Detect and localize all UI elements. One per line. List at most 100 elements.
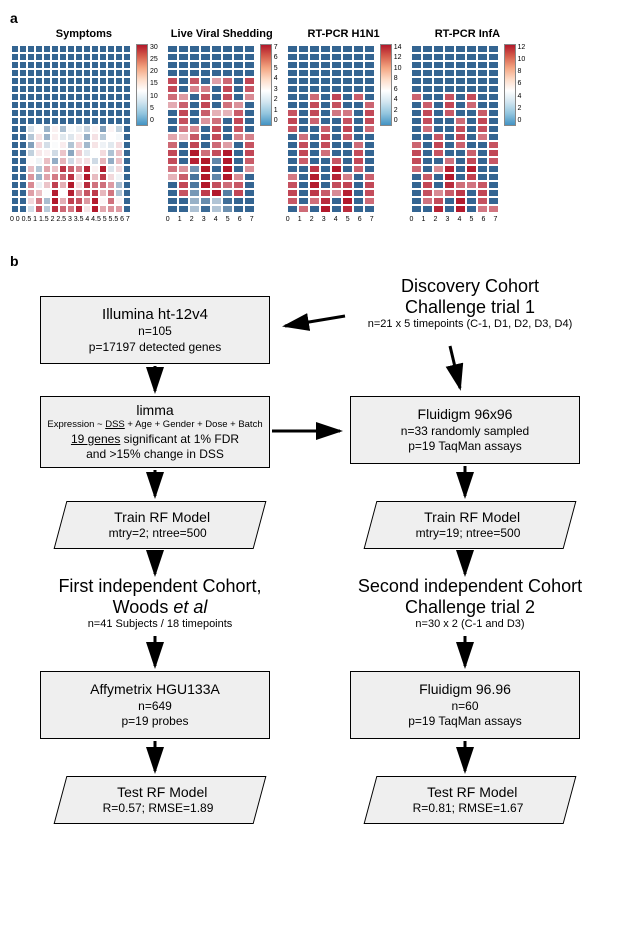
- heatmap-cell: [178, 53, 189, 61]
- heatmap-cell: [35, 93, 43, 101]
- heatmap-cell: [320, 77, 331, 85]
- heatmap-title: Live Viral Shedding: [171, 28, 273, 40]
- heatmap-cell: [211, 93, 222, 101]
- heatmap-cell: [19, 173, 27, 181]
- heatmap-cell: [11, 125, 19, 133]
- heatmap-cell: [123, 165, 131, 173]
- heatmap-cell: [222, 45, 233, 53]
- heatmap-cell: [455, 133, 466, 141]
- heatmap-title: RT-PCR InfA: [435, 28, 500, 40]
- heatmap-cell: [123, 133, 131, 141]
- heatmap-cell: [200, 157, 211, 165]
- heatmap-cell: [488, 93, 499, 101]
- heatmap-cell: [115, 101, 123, 109]
- heatmap-cell: [342, 45, 353, 53]
- heatmap-cell: [353, 133, 364, 141]
- heatmap-cell: [43, 165, 51, 173]
- heatmap-cell: [488, 69, 499, 77]
- heatmap-cell: [99, 133, 107, 141]
- heatmap-cell: [411, 93, 422, 101]
- heatmap-cell: [200, 133, 211, 141]
- heatmap-cell: [43, 101, 51, 109]
- heatmap-cell: [107, 101, 115, 109]
- heatmap-cell: [27, 165, 35, 173]
- heatmap-cell: [35, 117, 43, 125]
- heatmap-cell: [99, 205, 107, 213]
- heatmap-cell: [123, 141, 131, 149]
- heatmap-cell: [233, 117, 244, 125]
- heatmap-cell: [331, 165, 342, 173]
- heatmap-cell: [244, 165, 255, 173]
- heatmap-cell: [189, 61, 200, 69]
- heatmap-cell: [99, 125, 107, 133]
- heatmap-cell: [211, 61, 222, 69]
- heatmap-cell: [422, 85, 433, 93]
- heatmap-cell: [51, 85, 59, 93]
- heatmap-cell: [107, 165, 115, 173]
- heatmap-cell: [298, 61, 309, 69]
- heatmap-cell: [477, 133, 488, 141]
- heatmap-cell: [466, 189, 477, 197]
- heatmap-cell: [309, 205, 320, 213]
- heatmap-cell: [477, 181, 488, 189]
- heatmap-cell: [99, 197, 107, 205]
- heatmap-cell: [200, 69, 211, 77]
- heatmap-cell: [67, 85, 75, 93]
- heatmap-cell: [222, 117, 233, 125]
- heatmap-cell: [27, 69, 35, 77]
- heatmap-cell: [353, 101, 364, 109]
- heatmap-cell: [309, 125, 320, 133]
- heatmap-cell: [51, 157, 59, 165]
- heatmap-cell: [43, 85, 51, 93]
- heatmap-cell: [222, 109, 233, 117]
- heatmap-cell: [59, 189, 67, 197]
- heatmap-cell: [123, 101, 131, 109]
- heatmap-cell: [91, 173, 99, 181]
- heatmap-cell: [411, 85, 422, 93]
- heatmap-cell: [233, 101, 244, 109]
- heatmap-cell: [83, 173, 91, 181]
- heatmap-cell: [123, 45, 131, 53]
- heatmap-cell: [99, 157, 107, 165]
- heatmap-cell: [27, 93, 35, 101]
- heatmap-cell: [353, 165, 364, 173]
- heatmap-cell: [115, 149, 123, 157]
- heatmap-cell: [83, 53, 91, 61]
- heatmap-cell: [51, 133, 59, 141]
- colorbar: [260, 44, 272, 126]
- heatmap-cell: [200, 165, 211, 173]
- heatmap-cell: [444, 125, 455, 133]
- heatmap-cell: [222, 61, 233, 69]
- heatmap-cell: [353, 173, 364, 181]
- panel-b-label: b: [10, 253, 19, 269]
- heatmap-cell: [331, 141, 342, 149]
- heatmap-cell: [488, 53, 499, 61]
- heatmap-cell: [331, 173, 342, 181]
- heatmap-cell: [342, 77, 353, 85]
- heatmap-cell: [233, 181, 244, 189]
- heatmap-cell: [91, 133, 99, 141]
- heatmap-cell: [19, 141, 27, 149]
- heatmap-cell: [107, 117, 115, 125]
- heatmap-cell: [83, 93, 91, 101]
- heatmap-cell: [287, 109, 298, 117]
- heatmap-cell: [244, 101, 255, 109]
- heatmap-cell: [287, 157, 298, 165]
- heatmap-cell: [35, 77, 43, 85]
- heatmap-cell: [59, 109, 67, 117]
- heatmap-cell: [233, 149, 244, 157]
- heatmap-cell: [19, 45, 27, 53]
- heatmap-cell: [309, 189, 320, 197]
- heatmap-cell: [99, 45, 107, 53]
- heatmap-cell: [433, 69, 444, 77]
- heatmap-cell: [422, 205, 433, 213]
- heatmap-cell: [222, 69, 233, 77]
- heatmap-cell: [107, 93, 115, 101]
- heatmap-cell: [115, 45, 123, 53]
- heatmap-cell: [35, 157, 43, 165]
- heatmap-cell: [466, 165, 477, 173]
- heatmap-cell: [178, 93, 189, 101]
- heatmap-cell: [433, 53, 444, 61]
- heatmap-cell: [477, 197, 488, 205]
- heatmap-cell: [309, 165, 320, 173]
